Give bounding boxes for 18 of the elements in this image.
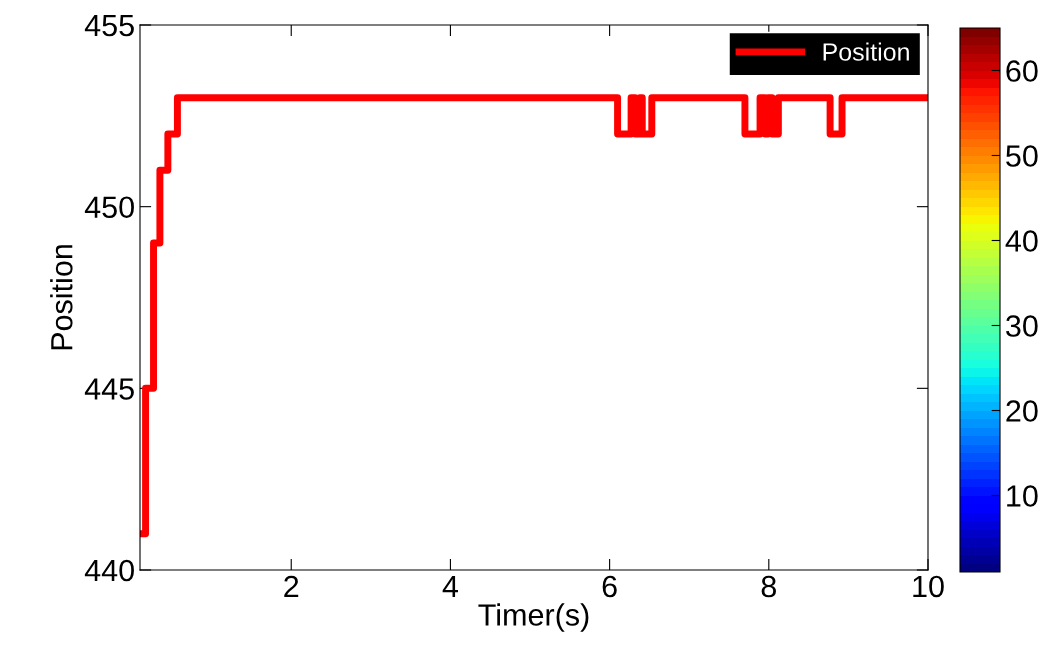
x-tick-label: 10 [913, 575, 944, 598]
color-bar-label: 60 [1006, 60, 1038, 82]
x-tick-label: 2 [284, 575, 299, 597]
legend-label: Position [823, 42, 909, 61]
x-tick-label: 4 [442, 575, 459, 597]
color-bar-label: 30 [1006, 315, 1038, 337]
y-axis-title: Position [50, 245, 73, 350]
color-bar-label: 50 [1006, 145, 1038, 167]
x-tick-label: 6 [602, 575, 617, 598]
x-axis-title: Timer(s) [478, 603, 589, 632]
y-tick-label: 450 [84, 196, 134, 219]
y-tick-label: 455 [84, 15, 134, 37]
y-tick-label: 440 [84, 559, 134, 582]
color-bar-label: 40 [1005, 230, 1038, 252]
y-tick-label: 445 [84, 378, 134, 400]
color-bar-label: 20 [1006, 400, 1038, 422]
x-tick-label: 8 [761, 575, 776, 598]
color-bar-label: 10 [1007, 485, 1038, 507]
